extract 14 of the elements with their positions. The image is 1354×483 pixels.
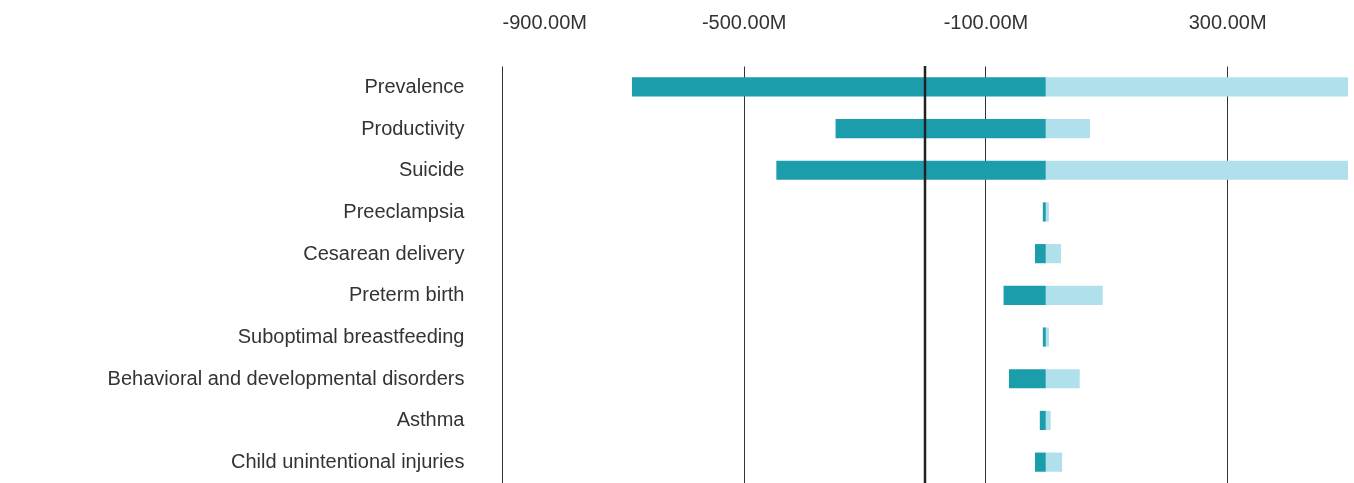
y-tick-label: Suicide [398, 158, 465, 181]
x-tick-label: -900.00M [502, 10, 587, 33]
y-tick-label: Child unintentional injuries [231, 450, 465, 473]
y-tick-label: Suboptimal breastfeeding [237, 325, 465, 348]
y-tick-label: Behavioral and developmental disorders [107, 366, 465, 389]
y-tick-label: Preeclampsia [343, 199, 466, 222]
y-tick-label: Preterm birth [348, 283, 465, 306]
x-tick-label: 300.00M [1188, 10, 1267, 33]
y-tick-label: Asthma [396, 408, 466, 431]
x-tick-label: -500.00M [701, 10, 787, 33]
x-tick-label: -100.00M [943, 10, 1029, 33]
y-tick-label: Cesarean delivery [303, 241, 465, 264]
y-tick-label: Productivity [361, 116, 465, 139]
y-tick-label: Prevalence [364, 74, 465, 97]
